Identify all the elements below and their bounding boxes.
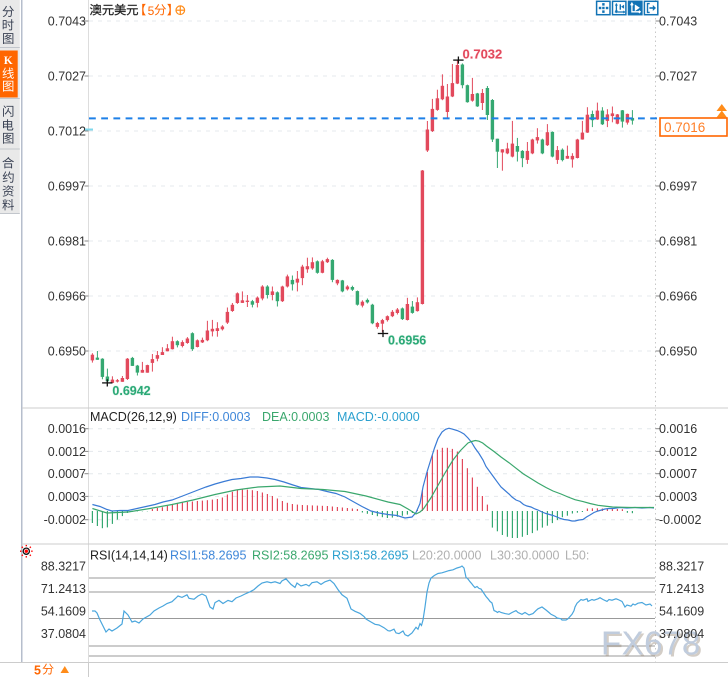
svg-text:0.6942: 0.6942: [112, 384, 150, 398]
svg-text:0.6950: 0.6950: [659, 345, 697, 359]
svg-text:0.6966: 0.6966: [48, 290, 86, 304]
svg-text:DEA:0.0003: DEA:0.0003: [262, 410, 329, 424]
svg-text:0.7032: 0.7032: [463, 47, 503, 62]
svg-text:37.0804: 37.0804: [41, 627, 86, 641]
svg-text:88.3217: 88.3217: [659, 560, 704, 574]
svg-text:0.6997: 0.6997: [48, 180, 86, 194]
svg-text:L50:: L50:: [565, 549, 589, 563]
svg-text:0.0016: 0.0016: [659, 422, 697, 436]
svg-text:-0.0002: -0.0002: [659, 513, 701, 527]
svg-text:54.1609: 54.1609: [659, 605, 704, 619]
svg-text:K: K: [4, 55, 13, 67]
svg-text:0.7043: 0.7043: [659, 15, 697, 29]
svg-text:0.0007: 0.0007: [659, 467, 697, 481]
svg-text:L20:20.0000: L20:20.0000: [412, 549, 482, 563]
svg-text:71.2413: 71.2413: [659, 582, 704, 596]
svg-text:0.7027: 0.7027: [48, 70, 86, 84]
svg-text:RSI3:58.2695: RSI3:58.2695: [332, 549, 408, 563]
svg-text:RSI2:58.2695: RSI2:58.2695: [252, 549, 328, 563]
svg-text:0.7043: 0.7043: [48, 15, 86, 29]
svg-text:MACD(26,12,9): MACD(26,12,9): [90, 410, 177, 424]
svg-text:71.2413: 71.2413: [41, 582, 86, 596]
svg-text:0.0003: 0.0003: [48, 490, 86, 504]
svg-text:0.7016: 0.7016: [664, 120, 705, 135]
svg-text:RSI(14,14,14): RSI(14,14,14): [90, 549, 168, 563]
svg-text:0.6950: 0.6950: [48, 345, 86, 359]
svg-text:0.0012: 0.0012: [659, 445, 697, 459]
svg-text:37.0804: 37.0804: [659, 627, 704, 641]
svg-text:0.6981: 0.6981: [48, 235, 86, 249]
svg-text:0.6956: 0.6956: [388, 334, 426, 348]
svg-text:54.1609: 54.1609: [41, 605, 86, 619]
svg-text:RSI1:58.2695: RSI1:58.2695: [170, 549, 246, 563]
svg-text:0.0012: 0.0012: [48, 445, 86, 459]
svg-text:DIFF:0.0003: DIFF:0.0003: [181, 410, 251, 424]
svg-text:0.6966: 0.6966: [659, 290, 697, 304]
svg-text:0.7012: 0.7012: [48, 125, 86, 139]
svg-text:FX678: FX678: [601, 625, 701, 662]
svg-text:0.0016: 0.0016: [48, 422, 86, 436]
svg-text:5: 5: [148, 4, 155, 18]
svg-text:L30:30.0000: L30:30.0000: [490, 549, 560, 563]
svg-text:FX678: FX678: [603, 627, 703, 664]
svg-text:0.6981: 0.6981: [659, 235, 697, 249]
svg-text:0.0003: 0.0003: [659, 490, 697, 504]
svg-text:0.7027: 0.7027: [659, 70, 697, 84]
svg-text:-0.0002: -0.0002: [44, 513, 86, 527]
svg-text:5: 5: [34, 664, 41, 678]
svg-text:88.3217: 88.3217: [41, 560, 86, 574]
svg-text:0.6997: 0.6997: [659, 180, 697, 194]
svg-text:0.0007: 0.0007: [48, 467, 86, 481]
svg-text:MACD:-0.0000: MACD:-0.0000: [337, 410, 420, 424]
